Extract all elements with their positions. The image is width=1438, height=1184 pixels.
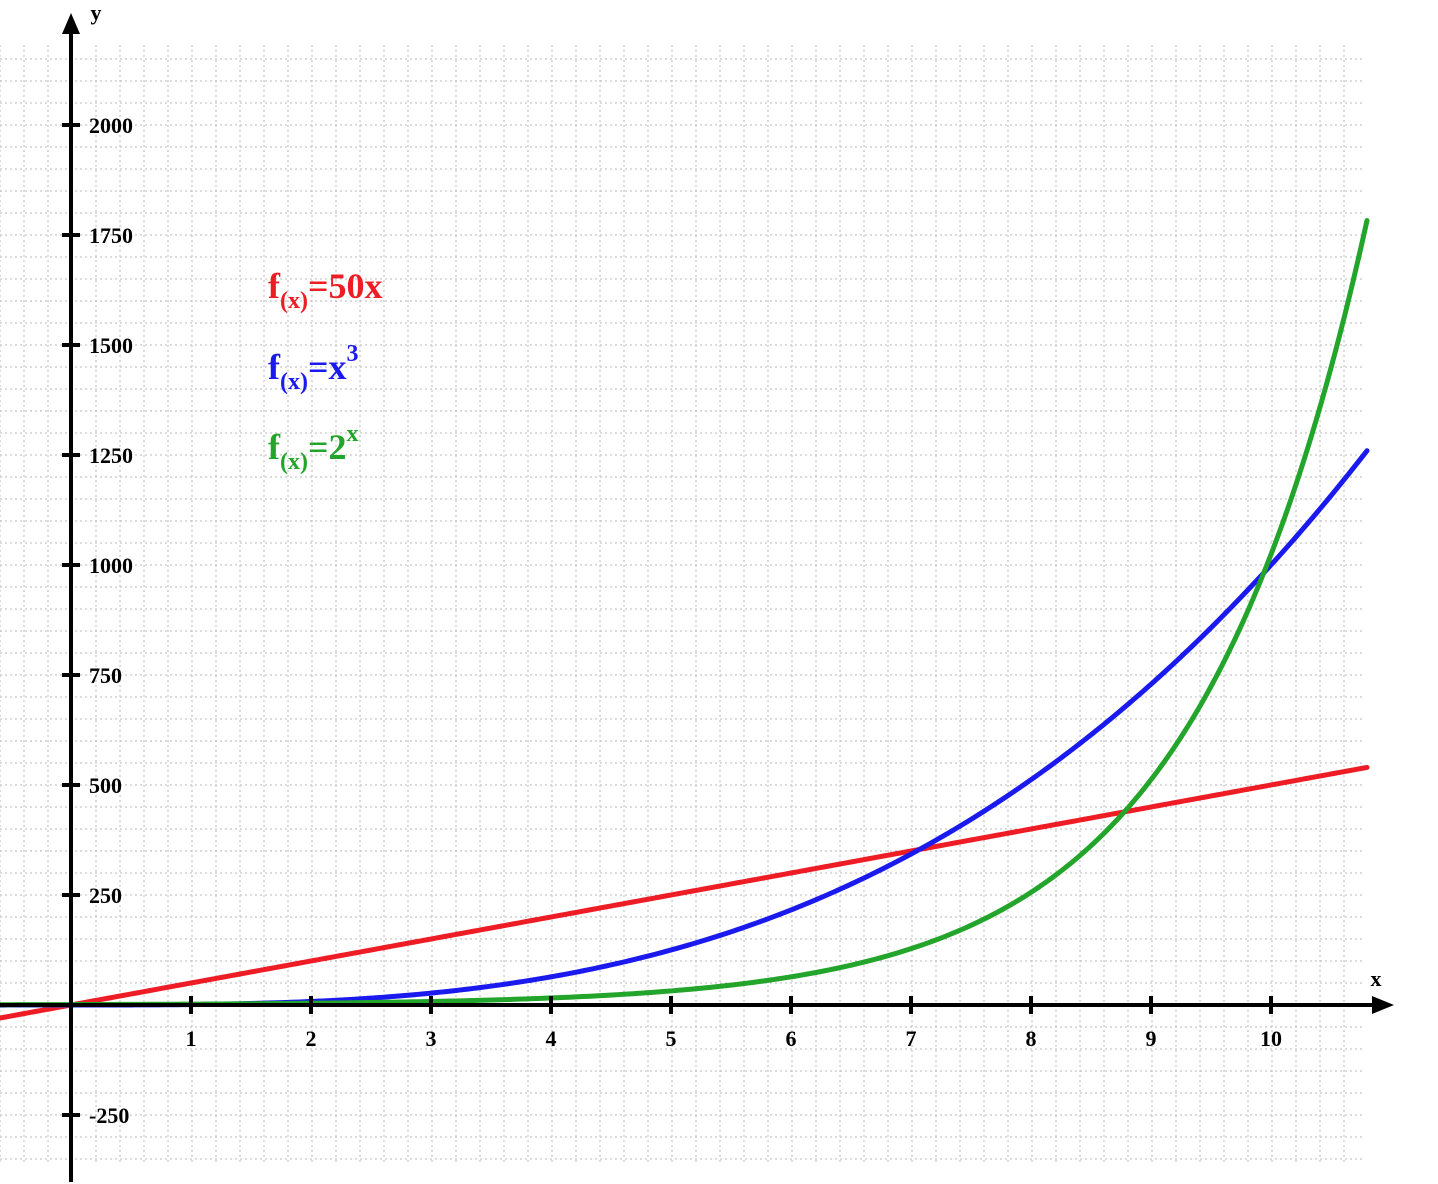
legend-entry: f(x)=x3 — [268, 341, 359, 395]
ticks: 1 2 3 4 5 6 7 8 9 10 -250 250 500 750 1000 1250 1500 1750… — [62, 113, 1282, 1128]
x-axis-label: x — [1371, 966, 1382, 991]
grid — [0, 45, 1362, 1162]
x-tick-label: 10 — [1260, 1026, 1282, 1051]
x-tick-label: 7 — [906, 1026, 917, 1051]
y-tick-label: 500 — [89, 773, 122, 798]
legend: f(x)=50x f(x)=x3 f(x)=2x — [268, 266, 383, 475]
y-tick-label: 250 — [89, 883, 122, 908]
x-tick-label: 8 — [1026, 1026, 1037, 1051]
curves — [0, 218, 1370, 1021]
axes: xy — [0, 0, 1394, 1182]
x-tick-label: 6 — [786, 1026, 797, 1051]
y-tick-label: 750 — [89, 663, 122, 688]
y-tick-label: 1500 — [89, 333, 133, 358]
y-tick-label: 1250 — [89, 443, 133, 468]
y-tick-label: 1000 — [89, 553, 133, 578]
x-axis-arrow-icon — [1372, 996, 1394, 1014]
y-tick-label: 2000 — [89, 113, 133, 138]
x-tick-label: 1 — [186, 1026, 197, 1051]
series-line-2-pow-x — [0, 218, 1370, 1008]
x-tick-label: 9 — [1146, 1026, 1157, 1051]
series-line-50x — [0, 764, 1370, 1021]
x-tick-label: 3 — [426, 1026, 437, 1051]
y-tick-label: -250 — [89, 1103, 129, 1128]
y-axis-label: y — [91, 0, 102, 25]
legend-entry: f(x)=2x — [268, 421, 359, 475]
legend-entry: f(x)=50x — [268, 266, 383, 314]
y-tick-label: 1750 — [89, 223, 133, 248]
x-tick-label: 5 — [666, 1026, 677, 1051]
x-tick-label: 2 — [306, 1026, 317, 1051]
x-tick-label: 4 — [546, 1026, 557, 1051]
y-axis-arrow-icon — [62, 13, 80, 34]
series-line-x-pow-3 — [0, 448, 1370, 1008]
